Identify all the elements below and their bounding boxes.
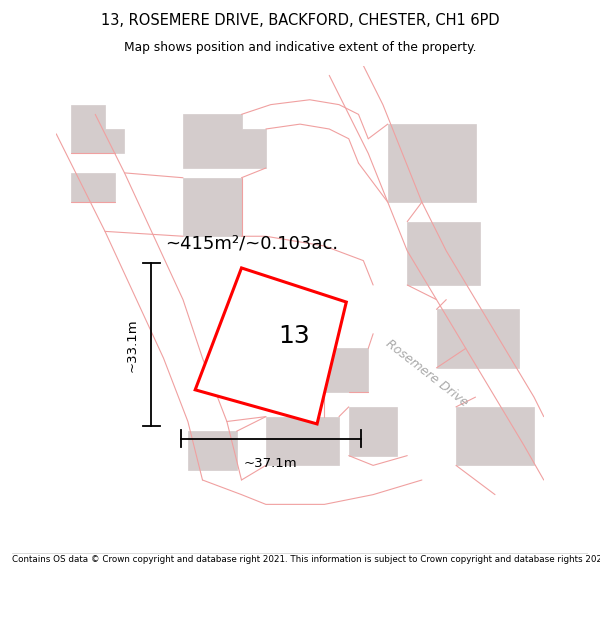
Polygon shape [183,177,241,236]
Text: Rosemere Drive: Rosemere Drive [383,337,470,409]
Text: ~37.1m: ~37.1m [244,457,298,470]
Polygon shape [71,104,124,153]
Text: ~33.1m: ~33.1m [126,318,139,371]
Polygon shape [266,417,339,466]
Polygon shape [388,124,476,202]
Text: 13, ROSEMERE DRIVE, BACKFORD, CHESTER, CH1 6PD: 13, ROSEMERE DRIVE, BACKFORD, CHESTER, C… [101,13,499,28]
Polygon shape [188,431,236,470]
Polygon shape [437,309,520,368]
Polygon shape [71,173,115,202]
Polygon shape [325,348,368,392]
Text: 13: 13 [278,324,310,348]
Text: ~415m²/~0.103ac.: ~415m²/~0.103ac. [164,234,338,253]
Polygon shape [407,222,481,285]
Polygon shape [349,407,397,456]
Text: Contains OS data © Crown copyright and database right 2021. This information is : Contains OS data © Crown copyright and d… [12,555,600,564]
Text: Map shows position and indicative extent of the property.: Map shows position and indicative extent… [124,41,476,54]
Polygon shape [195,268,346,424]
Polygon shape [183,114,266,168]
Polygon shape [456,407,534,466]
